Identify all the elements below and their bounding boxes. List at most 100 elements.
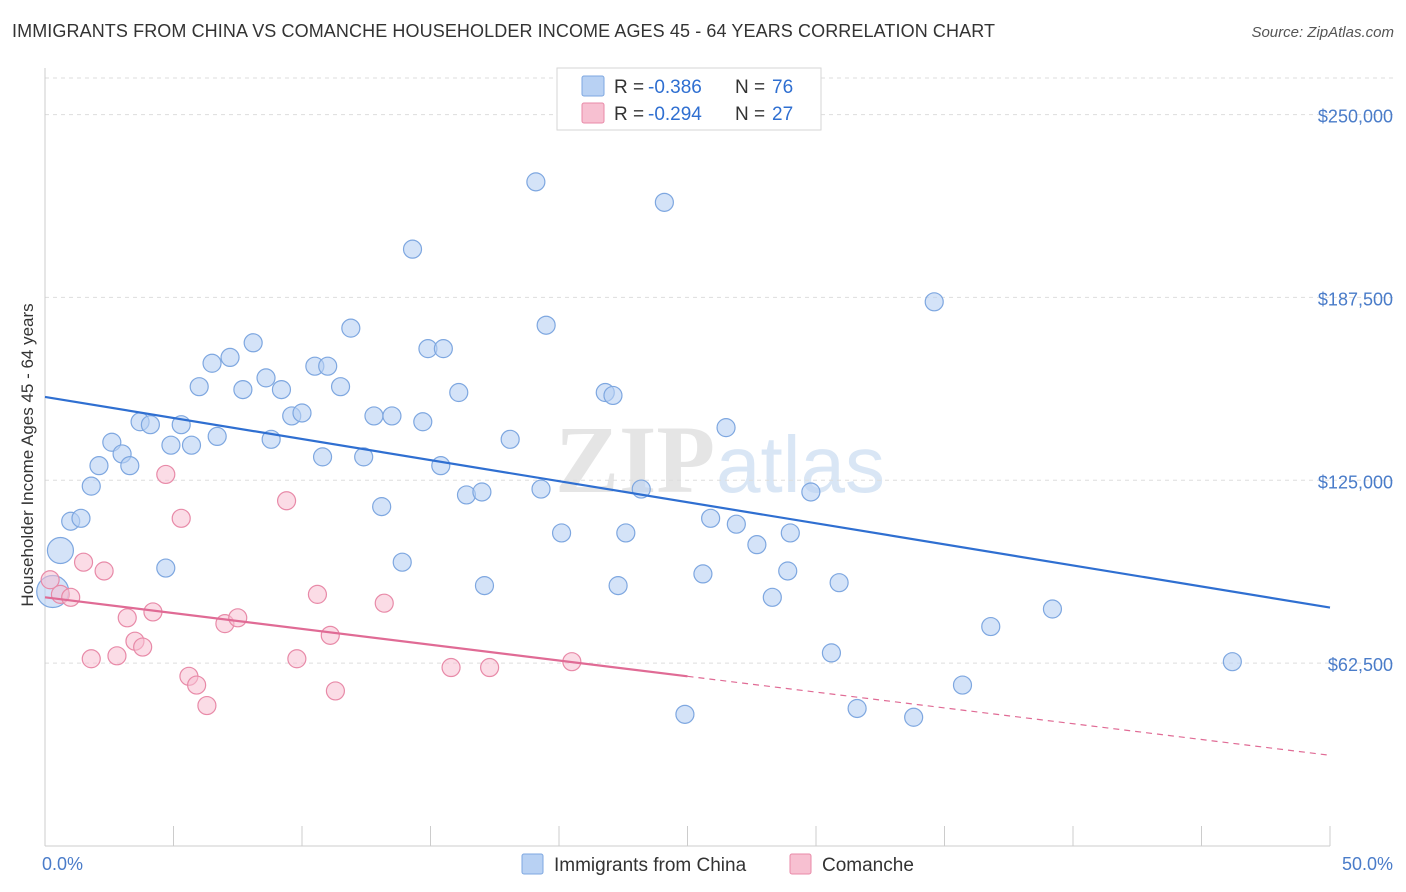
y-tick-labels: $62,500 $125,000 $187,500 $250,000 xyxy=(1318,107,1393,676)
china-point xyxy=(603,385,623,406)
china-point xyxy=(382,406,402,426)
china-point xyxy=(354,447,374,467)
china-point xyxy=(364,406,384,426)
legend-n-label-comanche: N = xyxy=(735,104,765,125)
china-point xyxy=(1042,599,1063,619)
china-point xyxy=(89,456,109,476)
comanche-point xyxy=(307,584,328,604)
watermark-atlas: atlas xyxy=(716,420,885,509)
china-point xyxy=(271,379,292,400)
china-trend-line xyxy=(44,395,1331,609)
legend-n-label-china: N = xyxy=(735,77,765,98)
bottom-legend-swatch-comanche xyxy=(789,853,812,875)
china-point xyxy=(431,456,451,476)
comanche-point xyxy=(133,637,153,657)
china-point xyxy=(120,456,140,476)
legend-r-value-comanche: -0.294 xyxy=(648,104,702,125)
china-point xyxy=(292,403,312,423)
china-point xyxy=(233,379,253,400)
y-tick-label: $250,000 xyxy=(1318,107,1393,127)
china-point xyxy=(551,523,572,543)
china-point xyxy=(1222,652,1242,672)
china-point xyxy=(780,523,800,543)
comanche-trend-extension xyxy=(687,675,1331,756)
china-point xyxy=(318,356,338,376)
china-point xyxy=(402,239,423,259)
comanche-point xyxy=(107,646,127,666)
comanche-point xyxy=(187,675,207,695)
china-point xyxy=(847,698,867,719)
china-point xyxy=(608,576,628,596)
china-point xyxy=(243,333,263,353)
legend-n-value-comanche: 27 xyxy=(772,104,793,125)
china-point xyxy=(392,552,412,572)
comanche-point xyxy=(94,561,114,581)
grid-lines xyxy=(45,77,1395,664)
china-point xyxy=(904,707,924,727)
china-point xyxy=(81,476,101,496)
china-point xyxy=(675,704,695,724)
axes xyxy=(44,68,1331,847)
china-point xyxy=(472,482,492,502)
bottom-legend-label-china: Immigrants from China xyxy=(554,855,747,876)
y-tick-label: $62,500 xyxy=(1328,655,1393,675)
china-point xyxy=(821,643,842,663)
comanche-point xyxy=(156,464,176,485)
comanche-point xyxy=(61,587,81,607)
chart-title: IMMIGRANTS FROM CHINA VS COMANCHE HOUSEH… xyxy=(12,21,996,41)
chart-source: Source: ZipAtlas.com xyxy=(1251,24,1394,41)
china-point xyxy=(952,675,973,695)
china-point xyxy=(156,558,176,578)
legend-r-label-comanche: R = xyxy=(614,104,644,125)
china-point xyxy=(474,576,495,596)
series-china-points xyxy=(36,172,1242,727)
bottom-legend-swatch-china xyxy=(521,853,544,875)
bottom-legend-label-comanche: Comanche xyxy=(822,855,914,876)
china-point xyxy=(747,535,767,555)
trend-lines xyxy=(44,395,1331,756)
y-tick-label: $187,500 xyxy=(1318,289,1393,309)
china-point xyxy=(330,377,351,397)
comanche-point xyxy=(81,649,101,669)
china-point xyxy=(536,315,556,335)
comanche-point xyxy=(441,657,461,678)
comanche-point xyxy=(325,681,346,701)
y-axis-title: Householder Income Ages 45 - 64 years xyxy=(18,303,37,606)
comanche-point xyxy=(374,593,394,613)
china-point xyxy=(181,435,202,455)
china-point xyxy=(801,482,821,502)
correlation-legend: R = -0.386 N = 76 R = -0.294 N = 27 xyxy=(556,67,822,131)
china-point xyxy=(981,616,1001,637)
comanche-point xyxy=(197,695,217,716)
china-point xyxy=(189,377,209,397)
legend-r-value-china: -0.386 xyxy=(648,77,702,98)
legend-n-value-china: 76 xyxy=(772,77,793,98)
comanche-trend-line xyxy=(44,596,688,678)
china-point xyxy=(726,514,746,534)
comanche-point xyxy=(228,608,248,628)
china-point xyxy=(449,382,469,403)
x-tick-label-max: 50.0% xyxy=(1342,854,1393,874)
comanche-point xyxy=(117,608,137,628)
comanche-point xyxy=(171,508,191,528)
watermark-zip: ZIP xyxy=(555,406,715,513)
china-point xyxy=(372,497,392,517)
comanche-point xyxy=(276,491,297,511)
china-point xyxy=(256,368,276,388)
china-point xyxy=(701,508,721,528)
x-tick-label-min: 0.0% xyxy=(42,854,83,874)
china-point xyxy=(71,508,91,528)
china-point xyxy=(500,429,520,449)
china-point xyxy=(531,479,551,499)
x-tick-labels: 0.0% 50.0% xyxy=(42,854,1393,874)
series-comanche-points xyxy=(40,464,582,716)
china-point xyxy=(140,415,160,435)
china-point xyxy=(526,172,546,192)
china-point xyxy=(616,523,636,543)
legend-swatch-china xyxy=(581,75,605,97)
comanche-point xyxy=(480,657,500,678)
series-legend: Immigrants from China Comanche xyxy=(521,853,914,876)
legend-r-label-china: R = xyxy=(614,77,644,98)
y-tick-label: $125,000 xyxy=(1318,472,1393,492)
